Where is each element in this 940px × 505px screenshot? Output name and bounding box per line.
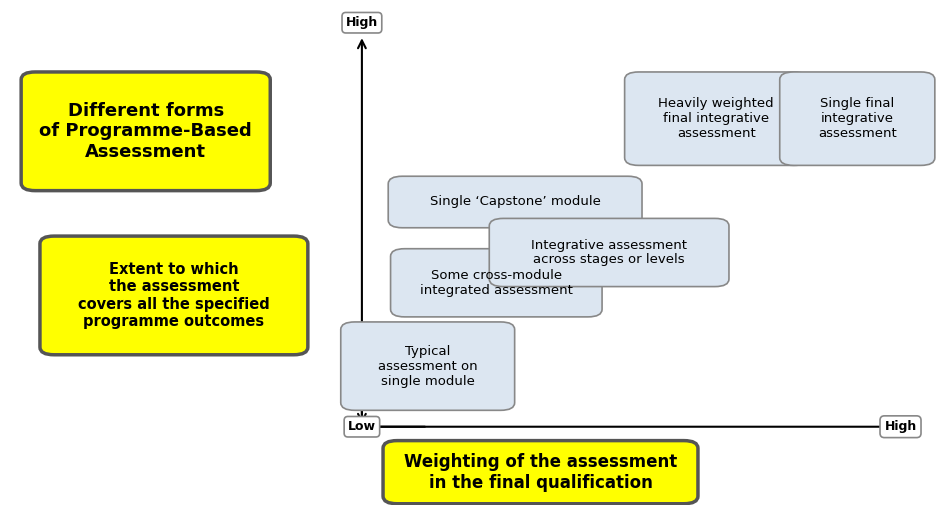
Text: High: High [885,420,916,433]
Text: Single ‘Capstone’ module: Single ‘Capstone’ module [430,195,601,209]
Text: Heavily weighted
final integrative
assessment: Heavily weighted final integrative asses… [658,97,775,140]
Text: Some cross-module
integrated assessment: Some cross-module integrated assessment [420,269,572,297]
FancyBboxPatch shape [391,248,602,317]
Text: Extent to which
the assessment
covers all the specified
programme outcomes: Extent to which the assessment covers al… [78,262,270,329]
Text: Single final
integrative
assessment: Single final integrative assessment [818,97,897,140]
Text: Typical
assessment on
single module: Typical assessment on single module [378,344,478,388]
Text: Different forms
of Programme-Based
Assessment: Different forms of Programme-Based Asses… [39,102,252,161]
Text: Integrative assessment
across stages or levels: Integrative assessment across stages or … [531,238,687,267]
FancyBboxPatch shape [39,236,308,355]
FancyBboxPatch shape [489,218,729,287]
Text: High: High [346,16,378,29]
FancyBboxPatch shape [384,440,697,504]
FancyBboxPatch shape [780,72,934,166]
FancyBboxPatch shape [340,322,515,410]
FancyBboxPatch shape [22,72,271,191]
Text: Weighting of the assessment
in the final qualification: Weighting of the assessment in the final… [404,453,677,491]
FancyBboxPatch shape [624,72,807,166]
Text: Low: Low [348,420,376,433]
FancyBboxPatch shape [388,176,642,228]
